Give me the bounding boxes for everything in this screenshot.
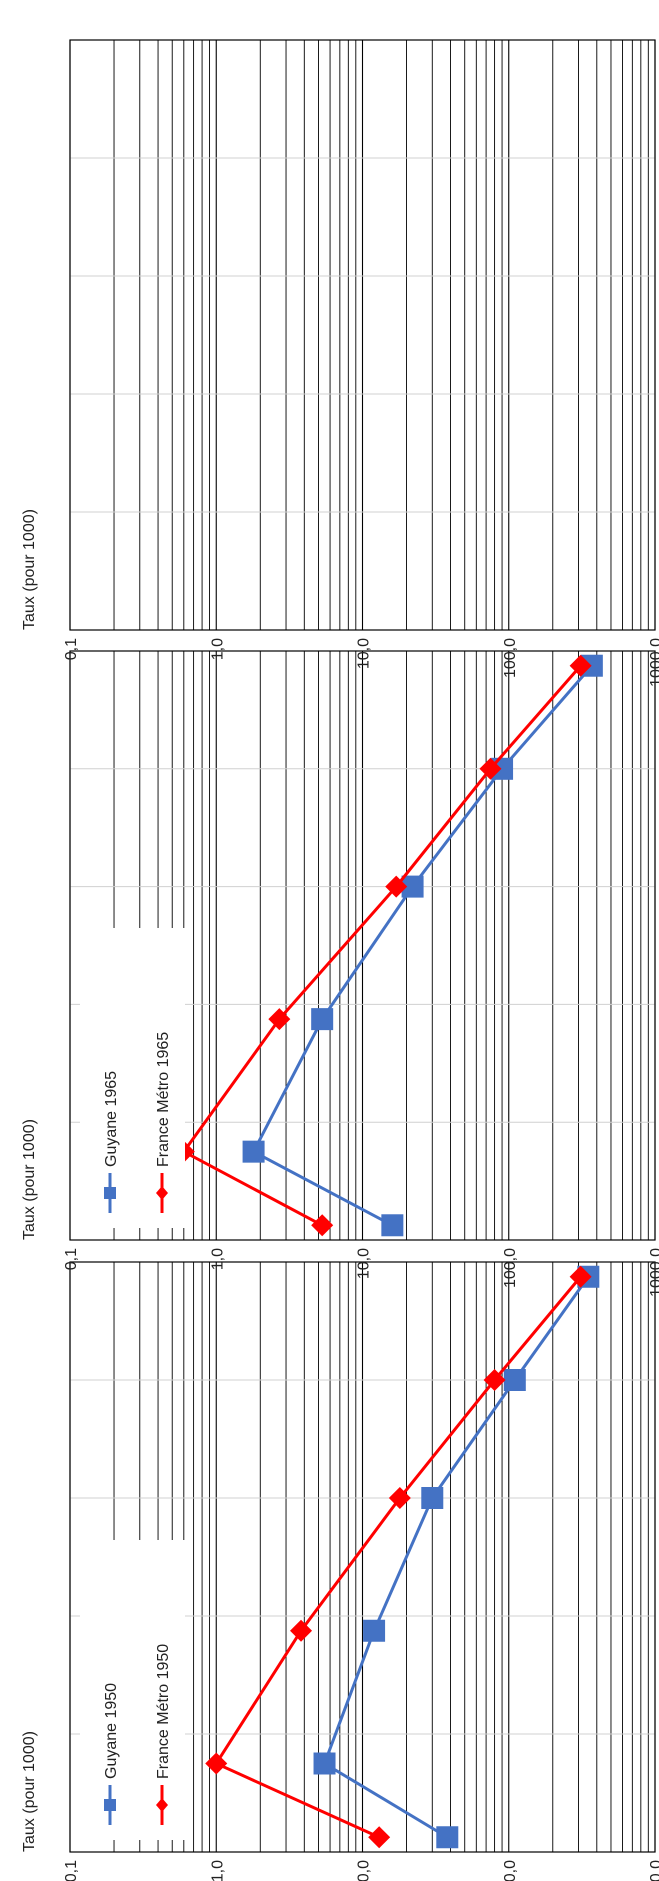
data-point-square (421, 1487, 444, 1509)
y-tick-label: 1000,0 (648, 638, 659, 687)
y-tick-label: 0,1 (63, 638, 80, 660)
legend-label: France Métro 1950 (155, 1644, 172, 1779)
plot-frame (69, 1261, 656, 1853)
data-point-square (381, 1214, 404, 1237)
y-tick-label: 10,0 (356, 1248, 373, 1279)
data-point-square (313, 1752, 336, 1775)
y-tick-label: 10,0 (356, 1860, 373, 1881)
data-point-square (401, 875, 424, 898)
y-tick-label: 1000,0 (648, 1860, 659, 1881)
legend-swatch-square (104, 1799, 116, 1811)
data-point-diamond (205, 1752, 228, 1775)
series-line-2 (214, 1275, 582, 1839)
legend-label: France Métro 1965 (155, 1032, 172, 1167)
y-axis-title: Taux (pour 1000) (21, 1119, 38, 1240)
legend-label: Guyane 1965 (103, 1071, 120, 1167)
y-tick-label: 0,1 (63, 1860, 80, 1881)
data-point-diamond (311, 1214, 334, 1237)
y-axis-title: Taux (pour 1000) (21, 509, 38, 630)
y-tick-label: 1000,0 (648, 1248, 659, 1297)
data-point-square (503, 1369, 526, 1391)
data-point-diamond (388, 1487, 411, 1509)
data-point-diamond (483, 1369, 506, 1391)
y-tick-label: 0,1 (63, 1248, 80, 1270)
data-point-square (242, 1140, 265, 1163)
data-point-diamond (290, 1619, 313, 1642)
data-point-diamond (368, 1826, 391, 1849)
legend-label: Guyane 1950 (103, 1683, 120, 1779)
plot-frame (69, 650, 656, 1241)
plot-frame (69, 39, 656, 631)
data-point-diamond (268, 1008, 291, 1031)
y-tick-label: 1,0 (209, 1248, 226, 1270)
data-point-diamond (569, 1265, 592, 1288)
data-point-square (436, 1826, 459, 1849)
series-line-2 (181, 664, 582, 1227)
y-tick-label: 100,0 (502, 1860, 519, 1881)
data-point-diamond (479, 757, 502, 780)
data-point-square (580, 654, 603, 677)
y-tick-label: 1,0 (209, 1860, 226, 1881)
legend-swatch-square (104, 1187, 116, 1199)
data-point-square (311, 1008, 334, 1031)
y-axis-title: Taux (pour 1000) (21, 1731, 38, 1852)
y-tick-label: 10,0 (356, 638, 373, 669)
data-point-diamond (385, 875, 408, 898)
legend-swatch-diamond (156, 1186, 168, 1200)
data-point-diamond (569, 654, 592, 677)
legend-box (80, 928, 185, 1228)
legend-box (80, 1540, 185, 1840)
legend-swatch-diamond (156, 1798, 168, 1812)
y-tick-label: 100,0 (502, 1248, 519, 1288)
y-tick-label: 1,0 (209, 638, 226, 660)
series-line-1 (251, 664, 593, 1227)
data-point-square (363, 1619, 386, 1642)
y-tick-label: 100,0 (502, 638, 519, 678)
series-line-1 (322, 1275, 590, 1839)
